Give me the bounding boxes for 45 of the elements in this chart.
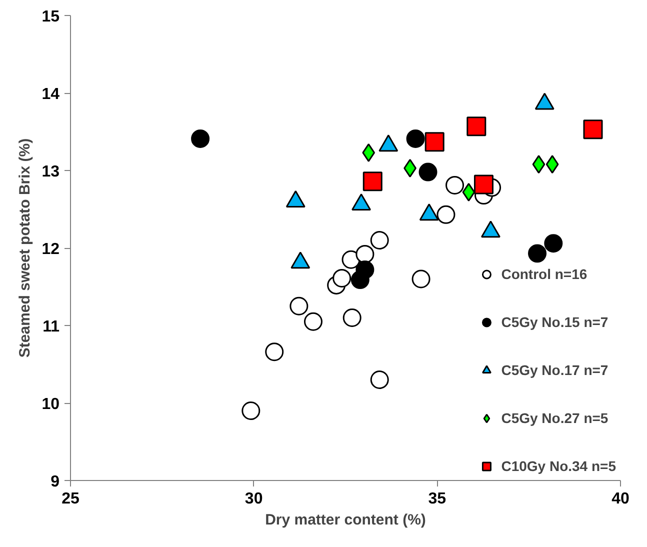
point: [356, 244, 374, 264]
y-tick-label: 14: [42, 86, 60, 103]
point: [424, 132, 444, 152]
point: [474, 174, 494, 194]
x-tick-label: 30: [244, 490, 263, 508]
legend-label: Control n=16: [501, 266, 588, 282]
point: [362, 143, 376, 162]
point: [528, 244, 547, 263]
point: [242, 402, 260, 420]
y-axis-title: Steamed sweet potato Brix (%): [16, 138, 34, 358]
x-axis-title: Dry matter content (%): [265, 512, 426, 528]
point: [332, 268, 352, 288]
y-tick-label: 10: [42, 396, 60, 413]
x-tick-label: 35: [428, 490, 446, 508]
point: [544, 234, 563, 253]
point: [583, 120, 603, 140]
legend-label: C5Gy No.17 n=7: [501, 362, 608, 378]
point: [462, 182, 476, 202]
x-tick-label: 25: [62, 490, 80, 508]
y-tick-label: 9: [50, 474, 60, 490]
point: [370, 370, 389, 389]
point: [532, 155, 546, 174]
x-tick-label: 40: [612, 490, 630, 508]
point: [466, 116, 486, 136]
legend-label: C5Gy No.15 n=7: [501, 314, 608, 330]
point: [370, 231, 389, 250]
y-tick-label: 15: [42, 8, 60, 26]
point: [412, 270, 430, 288]
point: [290, 296, 308, 316]
y-tick-label: 13: [42, 164, 60, 180]
point: [350, 270, 370, 290]
point: [362, 172, 382, 192]
point: [446, 176, 464, 194]
legend-label: C10Gy No.34 n=5: [501, 458, 616, 474]
point: [191, 129, 210, 148]
y-tick-label: 11: [42, 318, 60, 336]
point: [436, 205, 456, 224]
point: [265, 342, 284, 362]
point: [304, 312, 322, 331]
legend-label: C5Gy No.27 n=5: [501, 410, 608, 426]
point: [342, 308, 362, 327]
point: [546, 155, 559, 174]
point: [418, 162, 438, 182]
point: [406, 129, 425, 148]
y-tick-label: 12: [42, 241, 60, 258]
